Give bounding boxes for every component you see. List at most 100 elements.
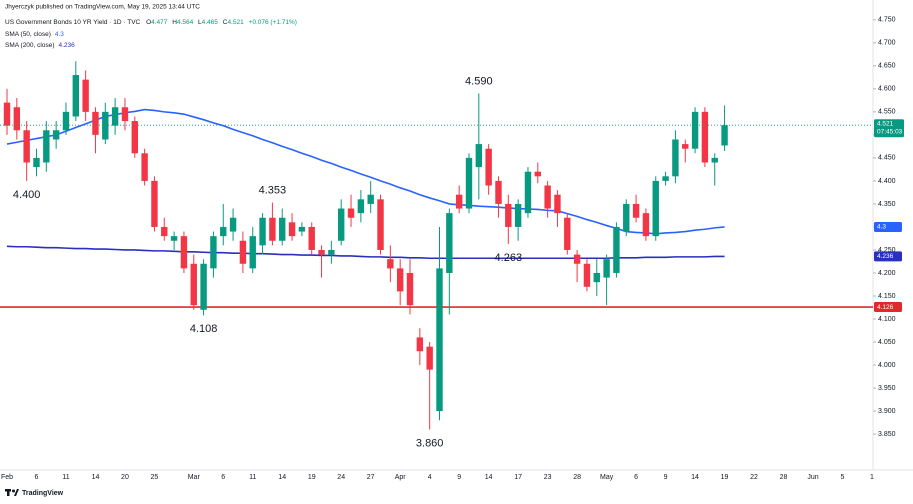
candle-body — [455, 194, 463, 209]
candle-body — [721, 125, 728, 146]
candle-body — [701, 111, 709, 163]
x-tick-label: 14 — [691, 474, 699, 481]
annotation: 4.353 — [259, 184, 287, 196]
x-tick-label: Mar — [188, 474, 201, 481]
ohlc-value: 4.477 — [151, 19, 168, 26]
candle-body — [259, 217, 266, 246]
ohlc-prefix: O — [146, 19, 151, 26]
candle-body — [387, 259, 394, 269]
annotation: 4.108 — [190, 323, 218, 335]
x-tick-label: 11 — [249, 474, 256, 481]
y-tick-label: 4.050 — [878, 339, 896, 346]
candle-body — [43, 130, 50, 163]
candle-body — [210, 236, 217, 269]
candle-body — [465, 157, 473, 209]
footer-logo: TradingView — [5, 489, 64, 497]
annotation: 3.860 — [416, 437, 444, 449]
level-tag — [874, 302, 902, 313]
candle-body — [318, 249, 325, 255]
candle-body — [534, 171, 541, 177]
candle-body — [288, 222, 296, 237]
y-tick-label: 3.900 — [878, 408, 896, 415]
candle-body — [33, 157, 40, 168]
indicator-value: 4.236 — [59, 42, 76, 49]
price-tag — [874, 119, 904, 138]
ohlc-prefix: L — [198, 19, 202, 26]
x-tick-label: 24 — [337, 474, 345, 481]
x-tick-label: 11 — [62, 474, 69, 481]
indicator-name: SMA (200, close) — [5, 42, 55, 49]
candle-body — [338, 208, 345, 241]
candle-body — [141, 153, 148, 181]
candle-body — [495, 180, 502, 204]
ohlc-prefix: H — [172, 19, 177, 26]
candle-body — [23, 130, 30, 163]
candle-body — [583, 263, 591, 287]
x-tick-label: 22 — [750, 474, 758, 481]
candle-body — [672, 139, 679, 177]
candle-body — [82, 79, 89, 112]
x-tick-label: 28 — [573, 474, 581, 481]
y-tick-label: 4.400 — [878, 178, 896, 185]
candle-body — [603, 259, 610, 278]
candle-body — [92, 111, 99, 135]
candle-body — [436, 268, 443, 412]
candle-body — [200, 263, 207, 310]
candle-body — [514, 203, 522, 227]
candle-body — [111, 107, 119, 126]
candle-body — [426, 346, 433, 370]
candle-body — [72, 75, 80, 117]
x-tick-label: 14 — [485, 474, 493, 481]
level-tag-label: 4.126 — [877, 304, 894, 311]
symbol: US Government Bonds 10 YR Yield · 1D · T… — [5, 19, 141, 26]
x-tick-label: 6 — [634, 474, 638, 481]
ohlc-value: 4.521 — [227, 19, 244, 26]
candle-body — [328, 249, 335, 255]
candle-body — [377, 199, 384, 250]
candle-body — [564, 217, 571, 250]
candle-body — [347, 208, 355, 218]
ohlc-prefix: C — [223, 19, 228, 26]
y-tick-label: 4.750 — [878, 17, 896, 24]
ohlc-value: 4.564 — [177, 19, 194, 26]
candle-body — [554, 194, 561, 214]
candle-body — [220, 226, 227, 237]
x-tick-label: 17 — [514, 474, 522, 481]
candle-body — [662, 176, 669, 181]
candle-body — [180, 236, 188, 269]
y-tick-label: 4.100 — [878, 316, 896, 323]
x-tick-label: 27 — [367, 474, 375, 481]
x-tick-label: 20 — [121, 474, 129, 481]
indicator-line — [6, 245, 725, 260]
annotation: 4.590 — [465, 75, 493, 87]
candle-body — [3, 102, 11, 126]
logo-shape — [7, 489, 10, 496]
candle-body — [632, 203, 640, 218]
candle-body — [642, 213, 650, 237]
y-tick-label: 4.600 — [878, 86, 896, 93]
y-tick-label: 3.850 — [878, 431, 896, 438]
candle-body — [52, 130, 60, 140]
logo-shape — [12, 489, 15, 493]
candle-body — [190, 263, 197, 306]
x-tick-label: 23 — [544, 474, 552, 481]
candle-body — [279, 217, 286, 241]
candle-body — [416, 337, 424, 352]
x-tick-label: 28 — [780, 474, 788, 481]
y-tick-label: 4.150 — [878, 293, 896, 300]
y-tick-label: 3.950 — [878, 385, 896, 392]
y-tick-label: 4.350 — [878, 201, 896, 208]
candle-body — [367, 194, 374, 204]
candle-body — [593, 272, 600, 283]
annotation: 4.400 — [13, 189, 41, 201]
candle-body — [13, 107, 21, 131]
y-tick-label: 4.250 — [878, 247, 896, 254]
candle-body — [524, 171, 532, 214]
x-tick-label: 1 — [870, 474, 874, 481]
x-tick-label: May — [600, 474, 614, 481]
indicator-tag-label: 4.3 — [877, 224, 886, 231]
candle-body — [170, 236, 178, 241]
indicator-tag — [874, 221, 902, 232]
change: +0.076 (+1.71%) — [249, 19, 297, 26]
